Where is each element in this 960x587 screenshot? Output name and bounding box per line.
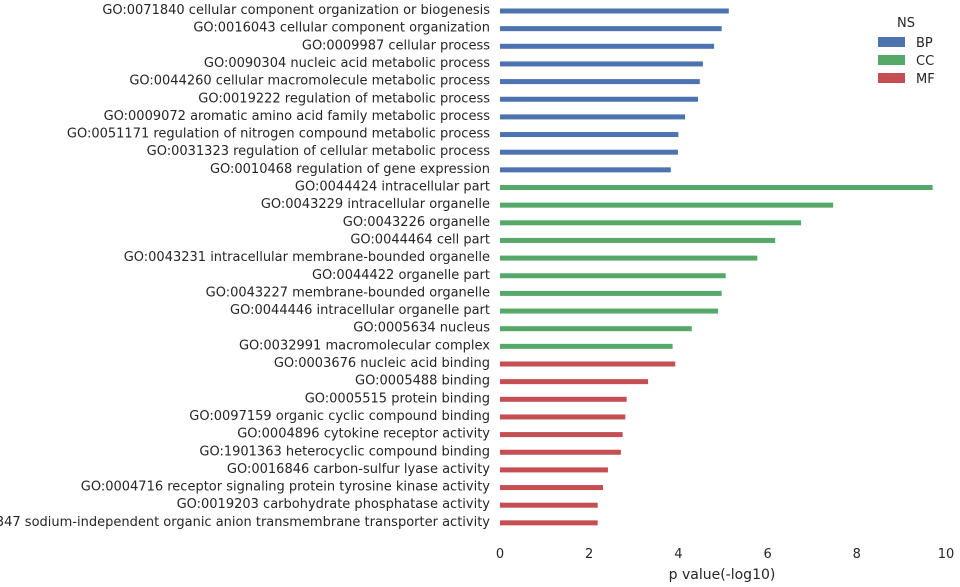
- legend-label-bp: BP: [916, 36, 933, 51]
- legend-title: NS: [897, 16, 915, 31]
- bar-22: [500, 379, 649, 385]
- bar-23: [500, 396, 627, 402]
- legend-label-cc: CC: [916, 54, 934, 69]
- category-label-24: GO:0097159 organic cyclic compound bindi…: [189, 409, 490, 424]
- bar-17: [500, 290, 722, 296]
- bar-14: [500, 237, 776, 243]
- bar-10: [500, 167, 671, 173]
- bar-9: [500, 149, 678, 155]
- bar-11: [500, 185, 933, 190]
- category-labels: GO:0071840 cellular component organizati…: [0, 3, 490, 530]
- category-label-10: GO:0010468 regulation of gene expression: [210, 162, 490, 177]
- category-label-14: GO:0044464 cell part: [350, 232, 490, 247]
- bar-21: [500, 361, 676, 367]
- bar-7: [500, 114, 686, 120]
- category-label-7: GO:0009072 aromatic amino acid family me…: [104, 109, 491, 124]
- bar-16: [500, 273, 726, 279]
- bar-8: [500, 132, 679, 138]
- category-label-3: GO:0009987 cellular process: [302, 38, 490, 53]
- category-label-8: GO:0051171 regulation of nitrogen compou…: [67, 127, 490, 142]
- legend-label-mf: MF: [916, 72, 935, 87]
- bar-3: [500, 43, 715, 49]
- bar-13: [500, 220, 802, 226]
- category-label-18: GO:0044446 intracellular organelle part: [230, 303, 490, 318]
- category-label-22: GO:0005488 binding: [355, 374, 490, 389]
- category-label-12: GO:0043229 intracellular organelle: [261, 197, 490, 212]
- category-label-30: GO:0015347 sodium-independent organic an…: [0, 515, 490, 530]
- category-label-20: GO:0032991 macromolecular complex: [239, 338, 490, 353]
- legend-swatch-cc: [878, 55, 905, 65]
- bar-6: [500, 96, 699, 102]
- bar-25: [500, 432, 623, 438]
- x-tick-label-10: 10: [938, 547, 955, 562]
- bar-12: [500, 202, 834, 208]
- x-tick-label-6: 6: [763, 547, 771, 562]
- category-label-4: GO:0090304 nucleic acid metabolic proces…: [204, 56, 490, 71]
- legend: NS BP CC MF: [878, 16, 935, 87]
- bar-2: [500, 26, 722, 32]
- bar-24: [500, 414, 626, 420]
- bar-30: [500, 520, 598, 526]
- bar-5: [500, 79, 700, 85]
- bar-15: [500, 255, 758, 261]
- bar-1: [500, 8, 729, 14]
- x-tick-label-8: 8: [853, 547, 861, 562]
- category-label-23: GO:0005515 protein binding: [305, 391, 490, 406]
- category-label-5: GO:0044260 cellular macromolecule metabo…: [129, 74, 490, 89]
- bar-28: [500, 485, 604, 491]
- category-label-19: GO:0005634 nucleus: [353, 321, 490, 336]
- category-label-13: GO:0043226 organelle: [343, 215, 490, 230]
- x-axis-title: p value(-log10): [669, 567, 776, 583]
- x-tick-label-4: 4: [674, 547, 682, 562]
- bar-27: [500, 467, 608, 473]
- bar-18: [500, 308, 719, 314]
- x-tick-label-0: 0: [496, 547, 504, 562]
- x-tick-label-2: 2: [585, 547, 593, 562]
- bar-20: [500, 343, 673, 349]
- bar-29: [500, 502, 598, 508]
- bar-19: [500, 326, 692, 332]
- category-label-28: GO:0004716 receptor signaling protein ty…: [81, 480, 491, 495]
- category-label-29: GO:0019203 carbohydrate phosphatase acti…: [177, 497, 491, 512]
- bar-4: [500, 61, 703, 67]
- legend-swatch-bp: [878, 37, 905, 47]
- category-label-6: GO:0019222 regulation of metabolic proce…: [198, 91, 490, 106]
- x-axis-ticks: 0 2 4 6 8 10: [496, 547, 954, 562]
- category-label-1: GO:0071840 cellular component organizati…: [102, 3, 490, 18]
- category-label-17: GO:0043227 membrane-bounded organelle: [206, 285, 490, 300]
- category-label-27: GO:0016846 carbon-sulfur lyase activity: [227, 462, 490, 477]
- legend-swatch-mf: [878, 73, 905, 83]
- category-label-21: GO:0003676 nucleic acid binding: [274, 356, 490, 371]
- category-label-9: GO:0031323 regulation of cellular metabo…: [147, 144, 491, 159]
- category-label-16: GO:0044422 organelle part: [312, 268, 490, 283]
- category-label-26: GO:1901363 heterocyclic compound binding: [199, 444, 490, 459]
- category-label-15: GO:0043231 intracellular membrane-bounde…: [124, 250, 490, 265]
- bar-26: [500, 449, 621, 455]
- category-label-11: GO:0044424 intracellular part: [295, 180, 490, 195]
- bars-group: [500, 8, 933, 526]
- category-label-25: GO:0004896 cytokine receptor activity: [237, 427, 490, 442]
- category-label-2: GO:0016043 cellular component organizati…: [193, 21, 490, 36]
